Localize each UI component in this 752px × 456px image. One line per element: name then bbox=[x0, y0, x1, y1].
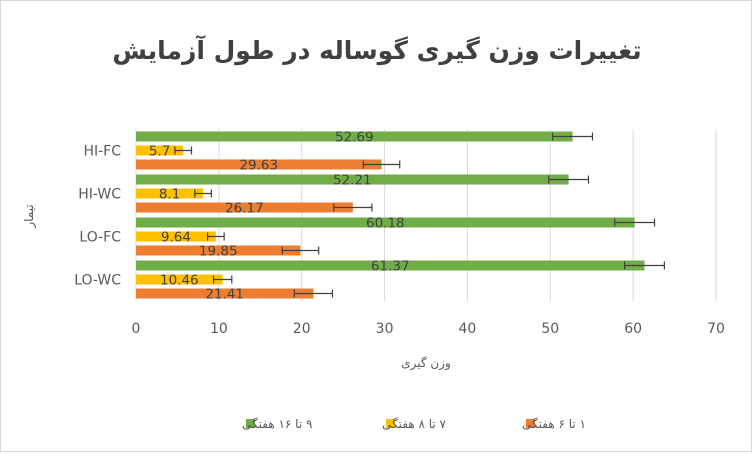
category-label: HI-FC bbox=[83, 144, 121, 160]
error-bar bbox=[548, 175, 590, 184]
data-label: 10.46 bbox=[160, 273, 199, 289]
x-tick-label: 40 bbox=[459, 321, 477, 337]
legend-label: ۷ تا ۸ هفتگی bbox=[382, 417, 447, 431]
data-label: 52.21 bbox=[333, 173, 372, 189]
data-label: 26.17 bbox=[225, 201, 264, 217]
error-bar bbox=[624, 261, 665, 270]
bar bbox=[136, 288, 314, 299]
x-tick-label: 20 bbox=[293, 321, 311, 337]
x-axis-label: وزن گیری bbox=[401, 356, 451, 371]
legend-item: ۹ تا ۱۶ هفتگی bbox=[242, 417, 312, 431]
gridlines bbox=[135, 129, 717, 301]
x-tick-label: 60 bbox=[624, 321, 642, 337]
bar bbox=[136, 131, 573, 142]
legend: ۱ تا ۶ هفتگی ۷ تا ۸ هفتگی ۹ تا ۱۶ هفتگی bbox=[242, 417, 586, 431]
data-label: 60.18 bbox=[366, 216, 405, 232]
category-label: LO-WC bbox=[74, 273, 121, 289]
bar bbox=[136, 274, 223, 285]
bar bbox=[136, 174, 569, 185]
data-label: 5.7 bbox=[149, 144, 170, 160]
legend-swatch bbox=[526, 419, 535, 428]
y-axis-label: تیمار bbox=[22, 204, 37, 228]
bar bbox=[136, 188, 204, 199]
data-label: 19.85 bbox=[199, 244, 238, 260]
error-bar bbox=[174, 146, 193, 155]
error-bar bbox=[614, 218, 656, 227]
bar bbox=[136, 260, 645, 271]
bar bbox=[136, 145, 184, 156]
data-label: 29.63 bbox=[239, 158, 278, 174]
x-tick-label: 70 bbox=[707, 321, 725, 337]
x-axis-ticks: 0 10 20 30 40 50 60 70 bbox=[132, 321, 725, 337]
x-tick-label: 0 bbox=[132, 321, 141, 337]
chart-title: تغییرات وزن گیری گوساله در طول آزمایش bbox=[112, 35, 641, 66]
error-bar bbox=[194, 189, 212, 198]
data-labels: 21.41 10.46 61.37 19.85 9.64 60.18 26.17 8.1 52.… bbox=[149, 130, 410, 303]
x-tick-label: 10 bbox=[210, 321, 228, 337]
legend-label: ۹ تا ۱۶ هفتگی bbox=[242, 417, 312, 431]
error-bar bbox=[281, 246, 320, 255]
legend-swatch bbox=[246, 419, 255, 428]
bar bbox=[136, 231, 216, 242]
legend-item: ۱ تا ۶ هفتگی bbox=[522, 417, 586, 431]
bars bbox=[136, 131, 665, 299]
data-label: 9.64 bbox=[161, 230, 191, 246]
data-label: 21.41 bbox=[205, 287, 244, 303]
x-tick-label: 50 bbox=[541, 321, 559, 337]
category-label: LO-FC bbox=[79, 230, 121, 246]
error-bar bbox=[212, 275, 233, 284]
legend-label: ۱ تا ۶ هفتگی bbox=[522, 417, 586, 431]
data-label: 52.69 bbox=[335, 130, 374, 146]
category-label: HI-WC bbox=[78, 187, 121, 203]
bar bbox=[136, 159, 382, 170]
error-bar bbox=[333, 203, 373, 212]
bar bbox=[136, 217, 635, 228]
error-bar bbox=[552, 132, 594, 141]
bar bbox=[136, 202, 353, 213]
error-bar bbox=[293, 289, 334, 298]
bar bbox=[136, 245, 301, 256]
error-bar bbox=[206, 232, 225, 241]
legend-item: ۷ تا ۸ هفتگی bbox=[382, 417, 447, 431]
legend-swatch bbox=[386, 419, 395, 428]
data-label: 61.37 bbox=[371, 259, 410, 275]
error-bar bbox=[362, 160, 401, 169]
x-tick-label: 30 bbox=[376, 321, 394, 337]
y-axis-categories: LO-WC LO-FC HI-WC HI-FC bbox=[74, 144, 121, 289]
data-label: 8.1 bbox=[159, 187, 180, 203]
